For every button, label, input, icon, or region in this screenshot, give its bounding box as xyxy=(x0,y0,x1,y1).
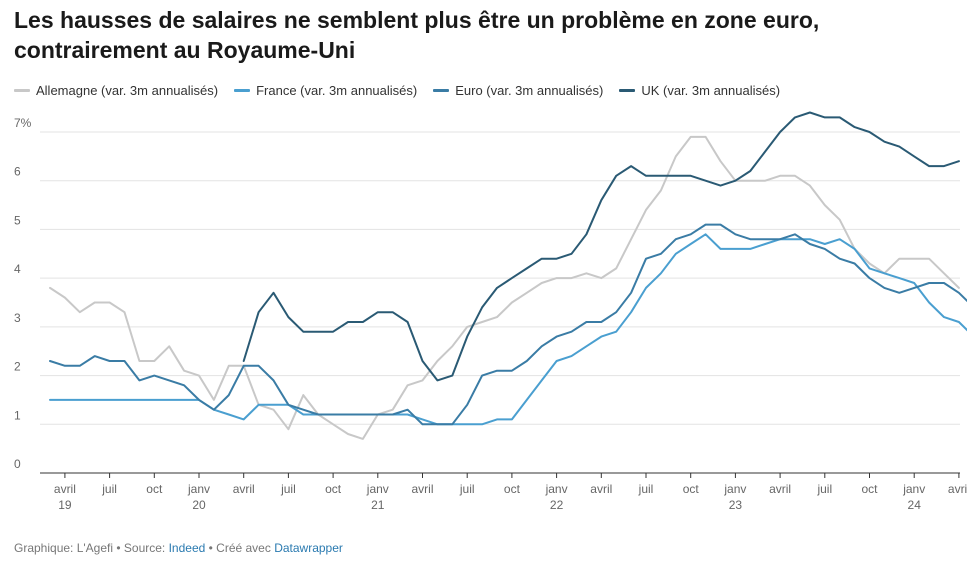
legend-item-uk: UK (var. 3m annualisés) xyxy=(619,83,780,98)
series-line-uk xyxy=(242,111,960,382)
series-line-france xyxy=(49,233,967,426)
x-tick-label: juil xyxy=(280,482,296,496)
x-tick-year-label: 19 xyxy=(58,498,72,512)
y-tick-label: 4 xyxy=(14,262,21,276)
y-tick-label: 2 xyxy=(14,360,21,374)
y-tick-label: 0 xyxy=(14,457,21,471)
x-tick-year-label: 20 xyxy=(192,498,206,512)
series-line-allemagne xyxy=(49,135,960,440)
x-tick-year-label: 23 xyxy=(729,498,743,512)
x-tick-label: juil xyxy=(638,482,654,496)
x-tick-label: oct xyxy=(146,482,163,496)
x-tick-label: janv xyxy=(723,482,746,496)
x-tick-label: janv xyxy=(187,482,210,496)
x-tick-label: juil xyxy=(816,482,832,496)
footer: Graphique: L'Agefi • Source: Indeed • Cr… xyxy=(14,541,343,555)
x-tick-label: avril xyxy=(233,482,255,496)
y-tick-label: 1 xyxy=(14,408,21,422)
x-tick-label: janv xyxy=(902,482,925,496)
legend-label-uk: UK (var. 3m annualisés) xyxy=(641,82,781,98)
x-tick-label: avril xyxy=(769,482,791,496)
x-tick-label: oct xyxy=(325,482,342,496)
x-tick-label: janv xyxy=(545,482,568,496)
legend-swatch-france xyxy=(234,88,251,92)
series-line-euro xyxy=(49,223,967,426)
x-tick-label: avril xyxy=(948,482,967,496)
legend-item-allemagne: Allemagne (var. 3m annualisés) xyxy=(14,83,218,98)
legend-label-euro: Euro (var. 3m annualisés) xyxy=(455,82,604,98)
footer-middle: • Créé avec xyxy=(205,541,275,555)
x-tick-label: oct xyxy=(683,482,700,496)
y-tick-label: 5 xyxy=(14,213,21,227)
x-tick-label: juil xyxy=(101,482,117,496)
legend-item-euro: Euro (var. 3m annualisés) xyxy=(433,83,603,98)
footer-prefix: Graphique: L'Agefi • Source: xyxy=(14,541,169,555)
x-tick-label: avril xyxy=(590,482,612,496)
x-tick-label: oct xyxy=(861,482,878,496)
x-tick-year-label: 21 xyxy=(371,498,385,512)
legend-swatch-allemagne xyxy=(14,88,30,92)
x-tick-year-label: 22 xyxy=(550,498,564,512)
legend-swatch-uk xyxy=(619,88,636,92)
legend-label-allemagne: Allemagne (var. 3m annualisés) xyxy=(36,82,219,98)
y-tick-label: 7% xyxy=(14,116,32,130)
legend-item-france: France (var. 3m annualisés) xyxy=(234,83,417,98)
y-tick-label: 3 xyxy=(14,311,21,325)
chart-title: Les hausses de salaires ne semblent plus… xyxy=(14,7,820,63)
x-tick-label: avril xyxy=(411,482,433,496)
y-tick-label: 6 xyxy=(14,165,21,179)
legend: Allemagne (var. 3m annualisés) France (v… xyxy=(14,80,796,100)
x-tick-label: avril xyxy=(54,482,76,496)
source-link[interactable]: Indeed xyxy=(168,541,206,555)
x-tick-label: janv xyxy=(366,482,389,496)
legend-label-france: France (var. 3m annualisés) xyxy=(256,82,418,98)
x-tick-label: juil xyxy=(459,482,475,496)
x-tick-label: oct xyxy=(504,482,521,496)
datawrapper-link[interactable]: Datawrapper xyxy=(274,541,343,555)
legend-swatch-euro xyxy=(433,88,450,92)
x-tick-year-label: 24 xyxy=(908,498,922,512)
